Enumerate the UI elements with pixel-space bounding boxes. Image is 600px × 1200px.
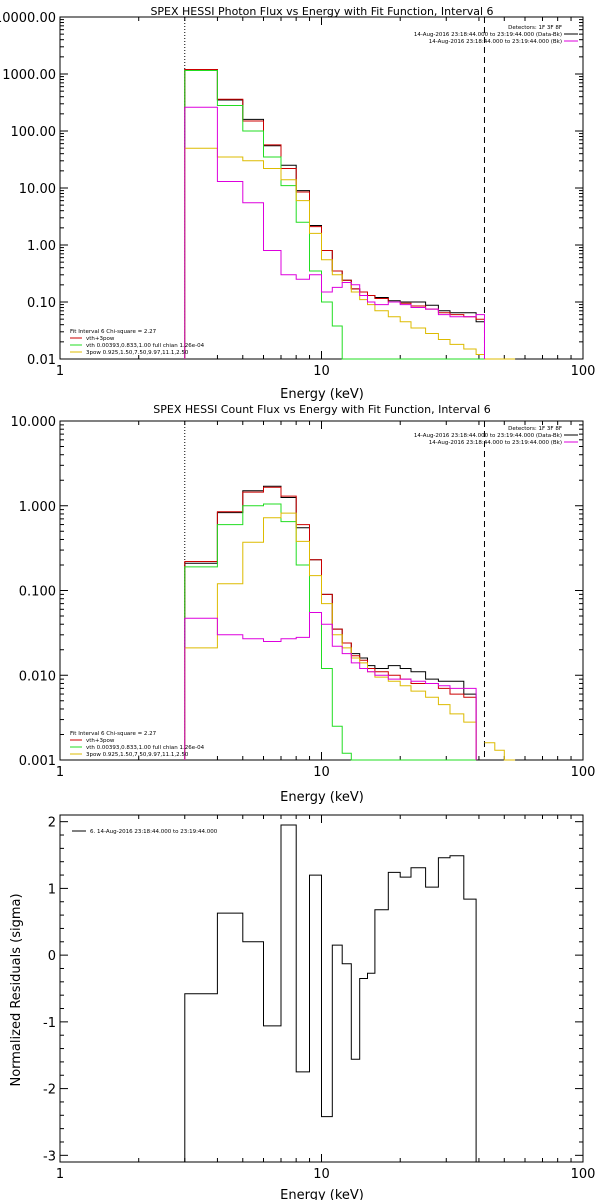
panel-1-legend-data-bk: 14-Aug-2016 23:18:44.000 to 23:19:44.000…	[414, 32, 562, 38]
y-tick-label: 10000.00	[0, 11, 56, 26]
panel-1-legend-vth: vth 0.00393,0.833,1.00 full chian 1.26e-…	[86, 343, 205, 349]
data-bk-series	[184, 485, 477, 760]
3pow-series-extension	[484, 742, 516, 761]
x-tick-label: 10	[313, 765, 330, 780]
3pow-series	[184, 512, 477, 760]
panel-2-legend-bk: 14-Aug-2016 23:18:44.000 to 23:19:44.000…	[429, 440, 562, 446]
bk-series	[184, 106, 485, 359]
y-tick-label: 0.01	[27, 353, 56, 368]
y-tick-label: 1.00	[27, 239, 56, 254]
x-tick-label: 100	[571, 364, 596, 379]
count-flux-panel: SPEX HESSI Count Flux vs Energy with Fit…	[11, 403, 596, 805]
x-tick-label: 1	[56, 1167, 64, 1182]
panel-1-legend-bottom-left: Fit Interval 6 Chi-square = 2.27 vth+3po…	[70, 329, 205, 356]
x-tick-label: 100	[571, 1167, 596, 1182]
panel-3-ylabel: Normalized Residuals (sigma)	[9, 893, 24, 1086]
panel-2-legend-detectors: Detectors: 1F 3F 8F	[508, 426, 562, 432]
bk-series	[184, 612, 477, 760]
y-tick-label: 0.010	[19, 669, 56, 684]
y-tick-label: 0.10	[27, 296, 56, 311]
x-tick-label: 100	[571, 765, 596, 780]
panel-1-legend-total: vth+3pow	[86, 336, 115, 342]
y-tick-label: -2	[43, 1083, 56, 1098]
y-tick-label: -3	[43, 1149, 56, 1164]
y-tick-label: 100.00	[11, 125, 57, 140]
data-bk-series	[184, 69, 485, 359]
photon-flux-panel: SPEX HESSI Photon Flux vs Energy with Fi…	[0, 5, 595, 402]
panel-1-legend-top-right: Detectors: 1F 3F 8F 14-Aug-2016 23:18:44…	[414, 25, 578, 45]
panel-3-legend: 6. 14-Aug-2016 23:18:44.000 to 23:19:44.…	[72, 829, 218, 835]
x-tick-label: 1	[56, 364, 64, 379]
y-tick-label: 2	[48, 816, 56, 831]
panel-2-legend-vth: vth 0.00393,0.833,1.00 full chian 1.26e-…	[86, 745, 205, 751]
x-tick-label: 1	[56, 765, 64, 780]
panel-1-legend-detectors: Detectors: 1F 3F 8F	[508, 25, 562, 31]
3pow-series	[184, 147, 485, 359]
panel-1-fit-info: Fit Interval 6 Chi-square = 2.27	[70, 329, 157, 335]
panel-1-legend-pow: 3pow 0.925,1.50,7.50,9.97,11.1,2.50	[86, 350, 189, 356]
y-tick-label: -1	[43, 1016, 56, 1031]
vth-series	[184, 70, 485, 360]
y-tick-label: 1000.00	[2, 68, 56, 83]
y-tick-label: 0.100	[19, 585, 56, 600]
panel-2-legend-bottom-left: Fit Interval 6 Chi-square = 2.27 vth+3po…	[70, 731, 205, 758]
x-tick-label: 10	[313, 1167, 330, 1182]
panel-3-xlabel: Energy (keV)	[280, 1188, 364, 1200]
vth-series	[184, 503, 477, 761]
x-tick-label: 10	[313, 364, 330, 379]
y-tick-label: 1	[48, 882, 56, 897]
residual-series	[184, 824, 477, 1162]
residuals-panel: 1 10 100 -3 -2 -1 0 1 2 6. 14-Aug-2016 23:18:44.…	[9, 814, 596, 1200]
y-tick-label: 0	[48, 949, 56, 964]
panel-2-legend-total: vth+3pow	[86, 738, 115, 744]
panel-2-xlabel: Energy (keV)	[280, 790, 364, 805]
panel-1-legend-bk: 14-Aug-2016 23:18:44.000 to 23:19:44.000…	[429, 39, 562, 45]
panel-2-legend-pow: 3pow 0.925,1.50,7.50,9.97,11.1,2.50	[86, 752, 189, 758]
vth-3pow-series	[184, 69, 485, 359]
panel-2-legend-top-right: Detectors: 1F 3F 8F 14-Aug-2016 23:18:44…	[414, 426, 578, 446]
panel-3-legend-label: 6. 14-Aug-2016 23:18:44.000 to 23:19:44.…	[90, 829, 218, 835]
y-tick-label: 1.000	[19, 500, 56, 515]
panel-1-plot-frame	[59, 16, 584, 360]
panel-1-xlabel: Energy (keV)	[280, 387, 364, 402]
y-tick-label: 0.001	[19, 754, 56, 769]
panel-2-fit-info: Fit Interval 6 Chi-square = 2.27	[70, 731, 157, 737]
y-tick-label: 10.000	[11, 415, 57, 430]
vth-3pow-series	[184, 486, 477, 760]
panel-1-title: SPEX HESSI Photon Flux vs Energy with Fi…	[150, 5, 493, 18]
panel-2-legend-data-bk: 14-Aug-2016 23:18:44.000 to 23:19:44.000…	[414, 433, 562, 439]
y-tick-label: 10.00	[19, 182, 56, 197]
panel-2-title: SPEX HESSI Count Flux vs Energy with Fit…	[153, 403, 490, 416]
